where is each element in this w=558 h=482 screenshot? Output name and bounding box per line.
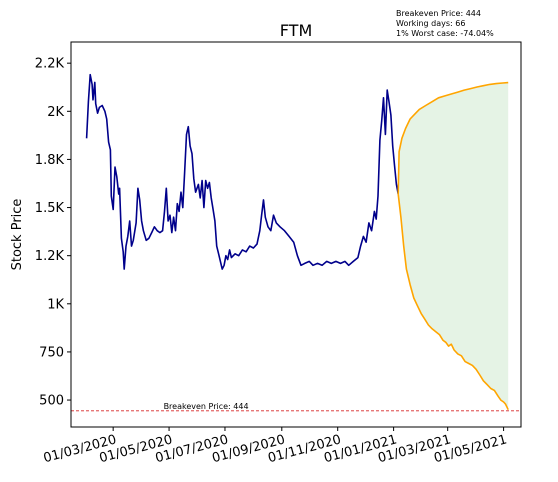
info-line: 1% Worst case: -74.04% — [396, 29, 494, 38]
y-tick-label: 2K — [47, 105, 64, 120]
axes-frame — [70, 41, 522, 428]
forecast-upper-line — [397, 81, 509, 195]
y-axis-label: Stock Price — [10, 199, 25, 271]
chart-title: FTM — [280, 21, 313, 40]
info-line: Working days: 66 — [396, 19, 465, 28]
y-tick-label: 1K — [47, 297, 64, 312]
breakeven-label: Breakeven Price: 444 — [164, 402, 249, 411]
historical-price-line — [85, 73, 399, 270]
y-tick-label: 2.2K — [35, 57, 65, 72]
y-tick-label: 1.2K — [35, 249, 65, 264]
y-tick-label: 750 — [39, 345, 64, 360]
y-tick-label: 1.5K — [35, 201, 65, 216]
y-tick-label: 500 — [39, 394, 64, 409]
forecast-range-band — [398, 82, 509, 410]
y-tick-label: 1.8K — [35, 153, 65, 168]
forecast-worst-line — [397, 194, 509, 411]
info-line: Breakeven Price: 444 — [396, 9, 481, 18]
